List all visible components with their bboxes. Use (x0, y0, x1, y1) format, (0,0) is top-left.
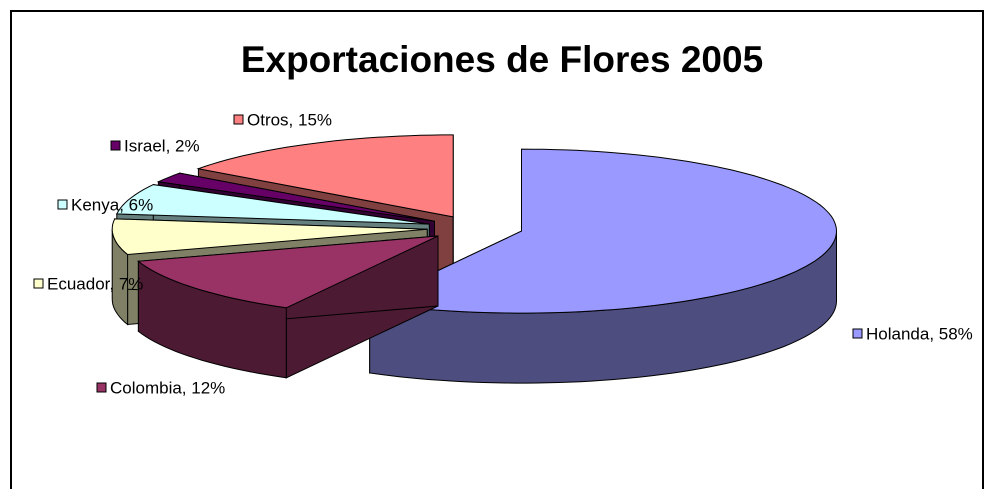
data-label: Colombia, 12% (110, 378, 225, 397)
slice (367, 148, 838, 314)
data-label: Kenya, 6% (71, 195, 153, 214)
data-label: Holanda, 58% (866, 324, 973, 343)
slice (111, 218, 428, 256)
legend-swatch (233, 114, 244, 125)
legend-swatch (110, 140, 121, 151)
legend-swatch (33, 278, 44, 289)
legend-swatch (96, 382, 107, 393)
data-label: Israel, 2% (124, 136, 200, 155)
slice (137, 235, 439, 309)
legend-swatch (852, 328, 863, 339)
slice (156, 172, 435, 222)
data-label: Otros, 15% (247, 110, 332, 129)
chart-title: Exportaciones de Flores 2005 (241, 39, 763, 80)
data-label: Ecuador, 7% (47, 274, 143, 293)
legend-swatch (57, 199, 68, 210)
slice (115, 184, 430, 225)
slice (196, 134, 454, 218)
